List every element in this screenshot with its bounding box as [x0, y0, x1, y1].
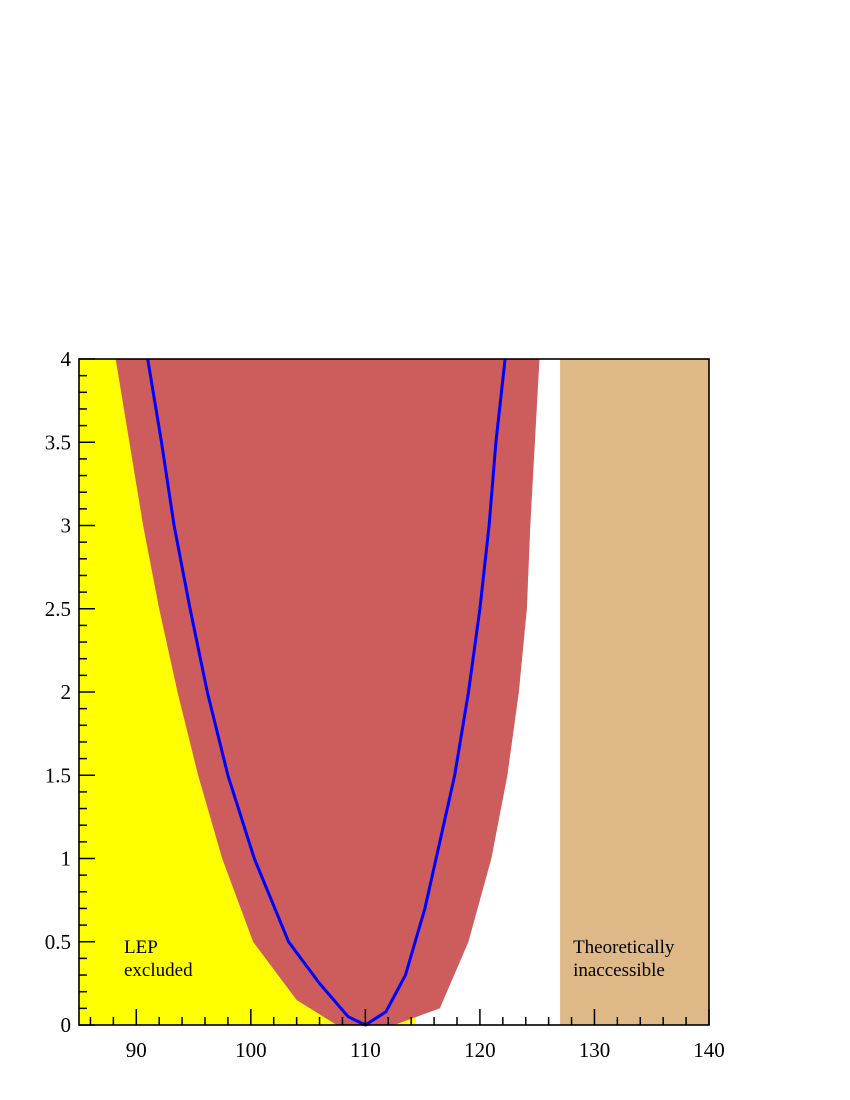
y-tick-label: 1.5 — [45, 763, 71, 787]
axis-labels: 90 100 110 120 130 140 0 0.5 1 1.5 2 2.5 3 3.5 4 — [45, 347, 725, 1062]
region-1 — [560, 359, 709, 1025]
region-label-1: Theoretically — [573, 937, 675, 958]
y-tick-label: 4 — [61, 347, 72, 371]
x-tick-label: 130 — [579, 1038, 611, 1062]
y-tick-label: 3 — [61, 514, 72, 538]
y-tick-label: 3.5 — [45, 430, 71, 454]
region-label-0: LEP — [124, 937, 158, 958]
x-tick-label: 90 — [126, 1038, 147, 1062]
region-label-0: excluded — [124, 960, 193, 981]
x-tick-label: 120 — [464, 1038, 496, 1062]
x-tick-label: 110 — [350, 1038, 381, 1062]
band-area — [115, 359, 540, 1025]
region-label-1: inaccessible — [573, 960, 665, 981]
y-tick-label: 2.5 — [45, 597, 71, 621]
y-tick-label: 2 — [61, 680, 72, 704]
y-tick-label: 1 — [61, 847, 72, 871]
uncertainty-band — [115, 359, 540, 1025]
y-tick-label: 0 — [61, 1013, 72, 1037]
y-tick-label: 0.5 — [45, 930, 71, 954]
x-tick-label: 100 — [235, 1038, 267, 1062]
x-tick-label: 140 — [693, 1038, 725, 1062]
axis-ticks — [79, 358, 710, 1026]
